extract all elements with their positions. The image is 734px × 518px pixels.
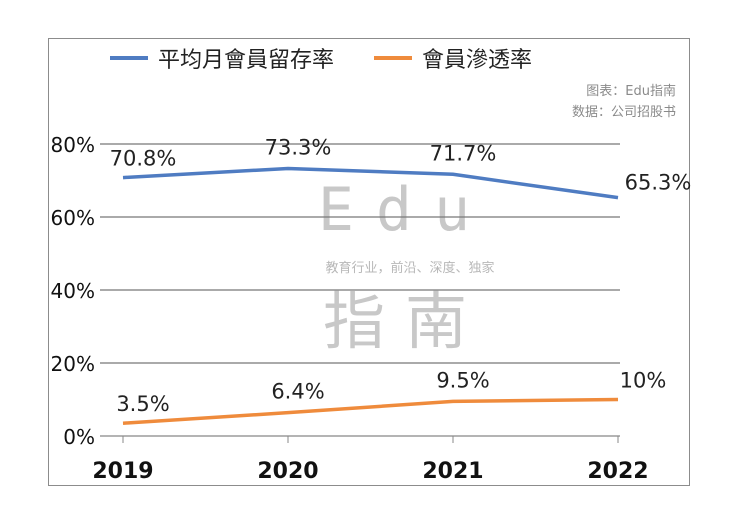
- y-tick-label: 20%: [51, 352, 95, 376]
- data-label: 6.4%: [271, 380, 324, 404]
- chart-frame: [48, 38, 690, 486]
- x-tick-label: 2021: [422, 459, 483, 484]
- y-tick-label: 80%: [51, 133, 95, 157]
- legend-swatch: [374, 56, 413, 60]
- x-tick-label: 2022: [587, 459, 648, 484]
- legend-item-penetration: 會員滲透率: [374, 42, 532, 74]
- watermark-logo: Edu: [318, 175, 492, 245]
- y-tick-label: 40%: [51, 279, 95, 303]
- legend: 平均月會員留存率 會員滲透率: [110, 42, 572, 74]
- data-label: 3.5%: [116, 392, 169, 416]
- data-label: 65.3%: [625, 171, 692, 195]
- x-tick-label: 2020: [257, 459, 318, 484]
- chart-credit: 图表：Edu指南: [586, 84, 676, 99]
- y-tick-label: 60%: [51, 206, 95, 230]
- legend-swatch: [110, 56, 148, 60]
- x-tick-label: 2019: [92, 459, 153, 484]
- data-source: 数据：公司招股书: [571, 105, 676, 120]
- series-line: [122, 397, 619, 425]
- y-tick-label: 0%: [63, 425, 95, 449]
- data-label: 71.7%: [430, 141, 497, 165]
- series-line: [122, 166, 619, 200]
- legend-item-retention: 平均月會員留存率: [110, 42, 334, 74]
- legend-label: 平均月會員留存率: [158, 48, 335, 73]
- legend-label: 會員滲透率: [422, 48, 533, 73]
- watermark-tagline: 教育行业，前沿、深度、独家: [325, 260, 494, 276]
- data-label: 10%: [620, 369, 667, 393]
- watermark-name: 指南: [323, 285, 487, 358]
- data-label: 73.3%: [265, 135, 332, 159]
- data-label: 70.8%: [110, 147, 177, 171]
- data-label: 9.5%: [436, 368, 489, 392]
